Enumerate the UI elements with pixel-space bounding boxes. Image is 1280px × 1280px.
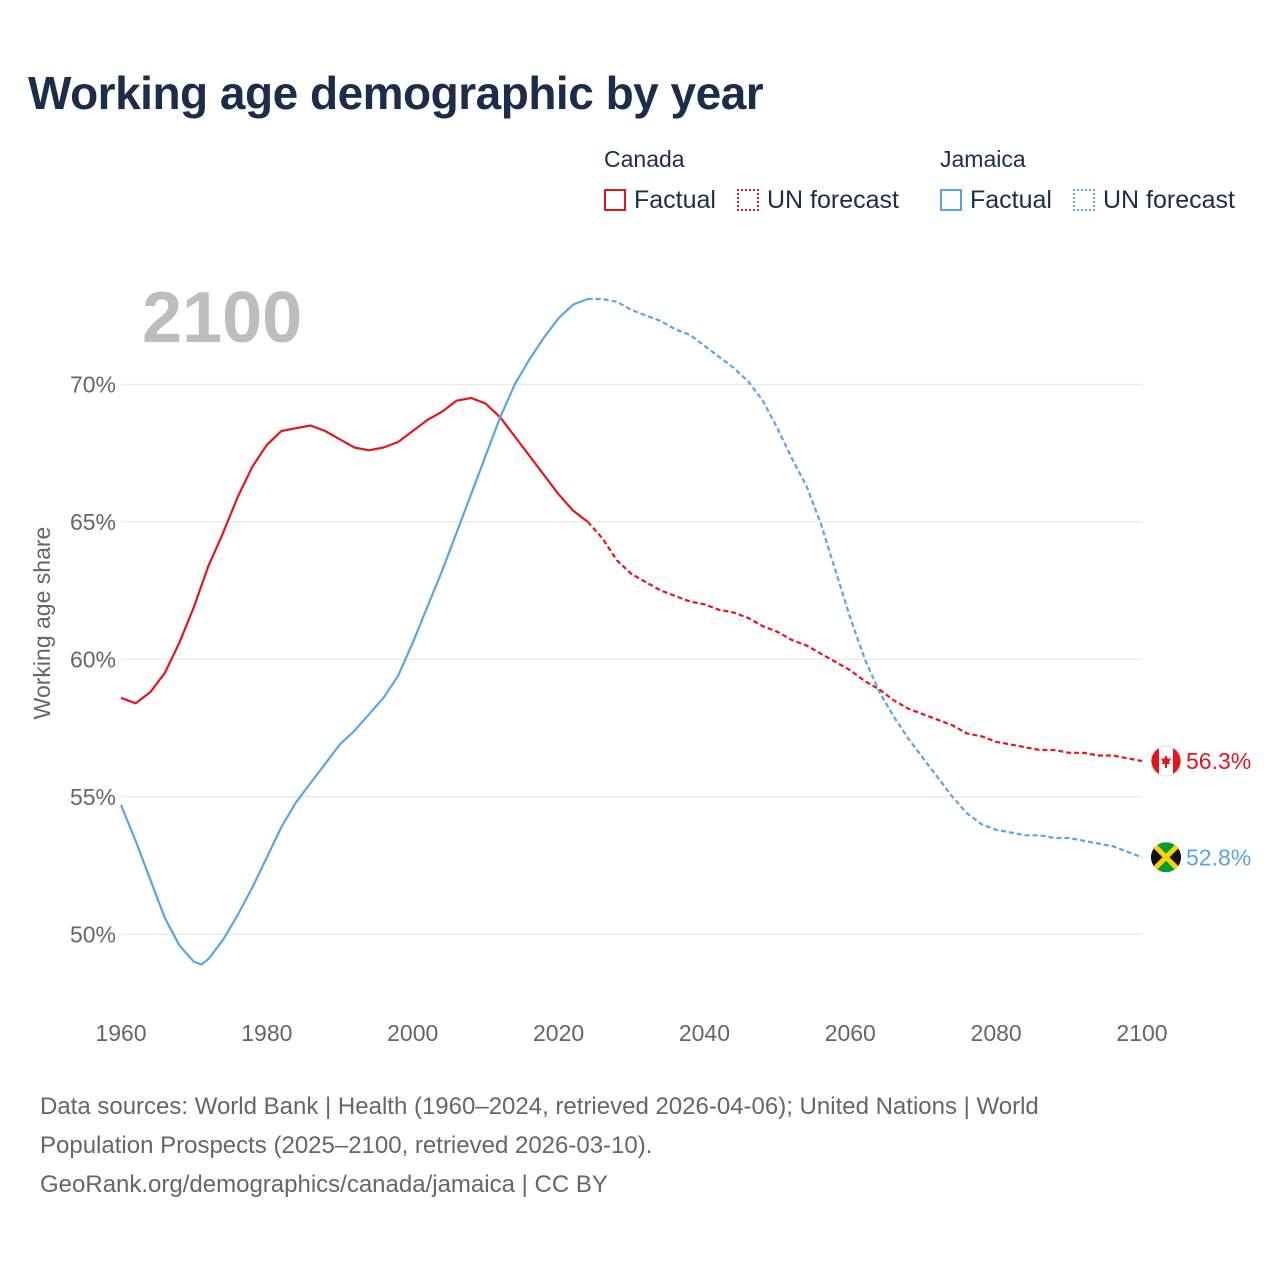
footer: Data sources: World Bank | Health (1960–… <box>40 1087 1240 1204</box>
canada-forecast-line[interactable] <box>586 521 1143 763</box>
legend-canada-forecast[interactable]: UN forecast <box>737 186 899 214</box>
jamaica-forecast-line[interactable] <box>587 297 1143 859</box>
canada-flag-icon <box>1150 745 1182 777</box>
x-tick-label: 1960 <box>95 1020 146 1046</box>
y-tick-label: 60% <box>70 646 116 672</box>
x-tick-label: 1980 <box>241 1020 292 1046</box>
legend-group-jamaica: Jamaica <box>940 146 1026 172</box>
y-tick-label: 50% <box>70 921 116 947</box>
legend-jamaica-forecast[interactable]: UN forecast <box>1073 186 1235 214</box>
jamaica-end-value-label: 52.8% <box>1186 844 1251 870</box>
solid-line-swatch-icon <box>940 189 962 211</box>
y-tick-label: 55% <box>70 784 116 810</box>
y-axis-title: Working age share <box>29 527 55 720</box>
footer-attribution[interactable]: GeoRank.org/demographics/canada/jamaica … <box>40 1171 608 1198</box>
x-tick-label: 2080 <box>971 1020 1022 1046</box>
x-tick-label: 2020 <box>533 1020 584 1046</box>
legend-group-canada: Canada <box>604 146 685 172</box>
line-chart: 2100 Working age share 50% 55% 60% 65% 70% 1… <box>29 278 1251 1046</box>
jamaica-factual-line[interactable] <box>119 297 589 966</box>
footer-sources-line1: Data sources: World Bank | Health (1960–… <box>40 1093 1039 1120</box>
legend-jamaica-factual[interactable]: Factual <box>940 186 1052 214</box>
y-tick-label: 65% <box>70 509 116 535</box>
canada-factual-line[interactable] <box>120 396 589 705</box>
solid-line-swatch-icon <box>604 189 626 211</box>
x-tick-label: 2000 <box>387 1020 438 1046</box>
y-tick-label: 70% <box>70 371 116 397</box>
legend-label: UN forecast <box>1103 185 1235 214</box>
legend-canada-factual[interactable]: Factual <box>604 186 716 214</box>
canada-end-value-label: 56.3% <box>1186 748 1251 774</box>
chart-title: Working age demographic by year <box>28 67 764 119</box>
x-tick-label: 2040 <box>679 1020 730 1046</box>
jamaica-flag-icon <box>1151 842 1181 873</box>
dotted-line-swatch-icon <box>1073 189 1095 211</box>
legend-label: UN forecast <box>767 185 899 214</box>
footer-sources-line2: Population Prospects (2025–2100, retriev… <box>40 1132 653 1159</box>
dotted-line-swatch-icon <box>737 189 759 211</box>
x-tick-label: 2100 <box>1116 1020 1167 1046</box>
legend-label: Factual <box>970 185 1052 214</box>
x-tick-label: 2060 <box>825 1020 876 1046</box>
year-watermark: 2100 <box>142 278 302 358</box>
legend-label: Factual <box>634 185 716 214</box>
